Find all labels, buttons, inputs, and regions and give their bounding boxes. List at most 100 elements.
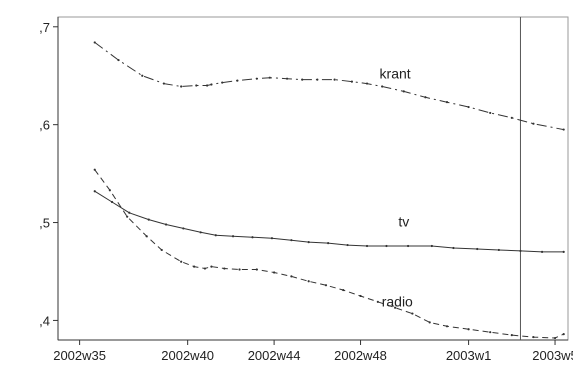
data-point-tv bbox=[128, 211, 131, 214]
data-point-radio bbox=[510, 334, 513, 337]
data-point-krant bbox=[255, 77, 258, 80]
data-point-krant bbox=[510, 116, 513, 119]
series-line-tv bbox=[94, 190, 564, 253]
data-point-radio bbox=[203, 267, 207, 270]
data-point-radio bbox=[553, 336, 557, 340]
data-point-krant bbox=[141, 74, 144, 77]
data-point-krant bbox=[424, 96, 427, 99]
data-point-krant bbox=[162, 82, 165, 85]
x-tick-label: 2003w5 bbox=[532, 348, 573, 363]
data-point-tv bbox=[476, 247, 479, 251]
series-line-radio bbox=[94, 169, 564, 339]
x-tick-label: 2002w44 bbox=[248, 348, 301, 363]
data-point-tv bbox=[365, 244, 369, 248]
data-point-radio bbox=[394, 306, 397, 309]
data-point-tv bbox=[497, 248, 500, 252]
data-point-krant bbox=[402, 90, 405, 93]
plot-frame bbox=[57, 16, 569, 341]
data-point-radio bbox=[126, 215, 129, 218]
data-point-tv bbox=[251, 236, 254, 239]
data-point-tv bbox=[406, 244, 410, 248]
data-point-radio bbox=[307, 280, 310, 283]
data-point-radio bbox=[324, 284, 328, 287]
data-point-radio bbox=[193, 265, 196, 268]
data-point-tv bbox=[270, 237, 274, 240]
data-point-krant bbox=[381, 85, 384, 88]
data-point-tv bbox=[307, 241, 310, 244]
data-point-radio bbox=[145, 235, 148, 238]
data-point-radio bbox=[342, 288, 345, 292]
data-point-radio bbox=[467, 328, 470, 331]
y-tick-label: ,5 bbox=[39, 216, 50, 231]
data-point-krant bbox=[221, 81, 224, 84]
data-point-tv bbox=[540, 250, 544, 254]
data-point-krant bbox=[210, 83, 213, 86]
data-point-radio bbox=[376, 300, 379, 303]
data-point-radio bbox=[160, 248, 163, 252]
data-point-krant bbox=[350, 80, 353, 83]
x-tick-label: 2002w40 bbox=[161, 348, 214, 363]
data-point-radio bbox=[180, 260, 183, 263]
data-point-tv bbox=[385, 244, 388, 248]
data-point-tv bbox=[164, 223, 168, 226]
y-tick-label: ,6 bbox=[39, 118, 50, 133]
data-point-tv bbox=[452, 246, 455, 250]
data-point-radio bbox=[532, 335, 535, 339]
data-point-krant bbox=[236, 79, 239, 82]
data-point-krant bbox=[301, 78, 304, 81]
data-point-tv bbox=[93, 190, 96, 193]
data-point-krant bbox=[333, 78, 336, 81]
series-label-krant: krant bbox=[380, 66, 411, 82]
data-point-tv bbox=[182, 227, 185, 230]
data-point-radio bbox=[290, 275, 293, 278]
data-point-tv bbox=[519, 249, 522, 253]
data-point-radio bbox=[445, 325, 449, 328]
data-point-radio bbox=[359, 294, 362, 298]
data-point-krant bbox=[195, 84, 198, 87]
data-point-radio bbox=[210, 265, 213, 268]
data-point-radio bbox=[428, 321, 431, 324]
data-point-tv bbox=[231, 235, 235, 238]
x-tick-label: 2002w35 bbox=[53, 348, 106, 363]
data-point-tv bbox=[562, 250, 565, 254]
data-point-radio bbox=[238, 268, 241, 271]
data-point-radio bbox=[411, 312, 414, 315]
data-point-krant bbox=[316, 78, 319, 81]
data-point-krant bbox=[117, 58, 120, 62]
data-point-krant bbox=[206, 84, 209, 87]
data-point-krant bbox=[93, 41, 96, 44]
data-point-tv bbox=[290, 239, 293, 242]
data-point-krant bbox=[365, 82, 369, 85]
y-tick-label: ,4 bbox=[39, 313, 50, 328]
series-label-tv: tv bbox=[398, 213, 409, 229]
data-point-tv bbox=[147, 218, 150, 221]
series-label-radio: radio bbox=[382, 294, 413, 310]
data-point-radio bbox=[93, 168, 96, 171]
data-point-krant bbox=[285, 77, 289, 80]
data-point-krant bbox=[489, 111, 492, 115]
series-line-krant bbox=[94, 41, 564, 131]
data-point-tv bbox=[199, 231, 202, 234]
data-point-krant bbox=[268, 76, 271, 79]
data-point-krant bbox=[562, 128, 565, 131]
x-tick-label: 2002w48 bbox=[334, 348, 387, 363]
data-point-krant bbox=[467, 105, 470, 109]
data-point-tv bbox=[214, 234, 217, 237]
data-point-tv bbox=[110, 200, 114, 204]
data-point-krant bbox=[180, 85, 183, 88]
data-point-radio bbox=[255, 268, 258, 271]
x-tick-label: 2003w1 bbox=[446, 348, 492, 363]
data-point-krant bbox=[445, 101, 449, 104]
data-point-tv bbox=[346, 243, 349, 247]
data-point-tv bbox=[327, 242, 330, 245]
y-tick-label: ,7 bbox=[39, 20, 50, 35]
data-point-tv bbox=[430, 244, 433, 248]
data-point-radio bbox=[562, 333, 565, 336]
data-point-radio bbox=[223, 267, 226, 270]
data-point-radio bbox=[273, 271, 276, 274]
data-point-radio bbox=[108, 189, 111, 192]
data-point-radio bbox=[489, 331, 492, 334]
data-point-krant bbox=[532, 122, 535, 125]
